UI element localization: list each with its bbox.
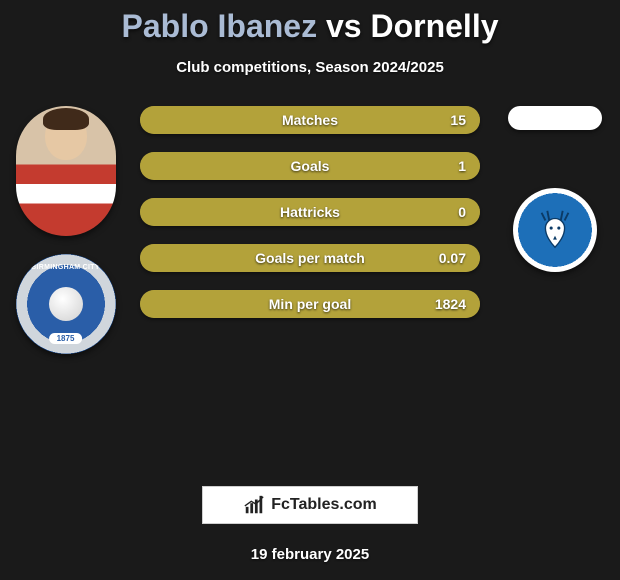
- site-badge[interactable]: FcTables.com: [202, 486, 418, 524]
- stat-label: Hattricks: [140, 204, 480, 220]
- site-name: FcTables.com: [271, 496, 377, 514]
- stat-row: Matches 15: [140, 106, 480, 134]
- stat-label: Min per goal: [140, 296, 480, 312]
- crest-left-top-text: BIRMINGHAM CITY: [16, 264, 116, 271]
- left-column: BIRMINGHAM CITY 1875: [8, 106, 123, 354]
- stat-label: Matches: [140, 112, 480, 128]
- stat-value: 15: [450, 112, 466, 128]
- player1-photo: [16, 106, 116, 236]
- stat-value: 0.07: [439, 250, 466, 266]
- bar-chart-icon: [243, 494, 265, 516]
- stat-value: 0: [458, 204, 466, 220]
- crest-left-year: 1875: [49, 333, 83, 344]
- player2-photo-placeholder: [508, 106, 602, 130]
- footer-date: 19 february 2025: [0, 546, 620, 563]
- stat-value: 1: [458, 158, 466, 174]
- stat-row: Goals per match 0.07: [140, 244, 480, 272]
- stat-label: Goals: [140, 158, 480, 174]
- stat-row: Min per goal 1824: [140, 290, 480, 318]
- right-column: [500, 106, 610, 272]
- stat-label: Goals per match: [140, 250, 480, 266]
- player1-name: Pablo Ibanez: [122, 8, 318, 44]
- subtitle: Club competitions, Season 2024/2025: [0, 59, 620, 76]
- stat-row: Hattricks 0: [140, 198, 480, 226]
- vs-text: vs: [326, 8, 362, 44]
- comparison-title: Pablo Ibanez vs Dornelly: [0, 0, 620, 45]
- stats-bars: Matches 15 Goals 1 Hattricks 0 Goals per…: [140, 106, 480, 318]
- stat-value: 1824: [435, 296, 466, 312]
- content-area: BIRMINGHAM CITY 1875 Matches 15 Goals 1: [0, 106, 620, 426]
- player2-club-crest: [513, 188, 597, 272]
- deer-icon: [532, 207, 578, 253]
- football-icon: [49, 287, 83, 321]
- stat-row: Goals 1: [140, 152, 480, 180]
- player2-name: Dornelly: [370, 8, 498, 44]
- player1-club-crest: BIRMINGHAM CITY 1875: [16, 254, 116, 354]
